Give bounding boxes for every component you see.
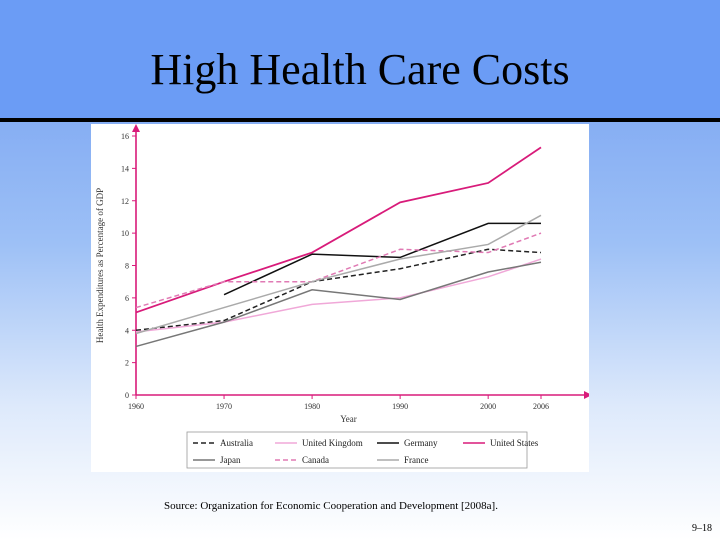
x-tick-label: 1970 (216, 402, 232, 411)
title-bar (0, 0, 720, 118)
legend-label-japan: Japan (220, 455, 241, 465)
slide-title: High Health Care Costs (150, 45, 570, 94)
y-tick-label: 0 (125, 391, 129, 400)
y-tick-label: 6 (125, 294, 129, 303)
y-tick-label: 10 (121, 229, 129, 238)
y-tick-label: 4 (125, 326, 129, 335)
x-axis-label: Year (340, 414, 357, 424)
legend-label-germany: Germany (404, 438, 438, 448)
source-citation: Source: Organization for Economic Cooper… (164, 500, 498, 512)
legend-label-united-kingdom: United Kingdom (302, 438, 363, 448)
x-tick-label: 2000 (480, 402, 496, 411)
y-axis-label: Health Expenditures as Percentage of GDP (95, 188, 105, 343)
line-chart: 0 2 4 6 8 10 12 14 16 1960 1970 1980 1990 2000 2006 Yea… (95, 124, 589, 469)
y-tick-label: 16 (121, 132, 129, 141)
y-axis-arrow (132, 124, 140, 132)
legend-label-canada: Canada (302, 455, 329, 465)
y-tick-label: 12 (121, 197, 129, 206)
series-line-france (135, 214, 542, 335)
x-tick-label: 1990 (392, 402, 408, 411)
page-number: 9–18 (692, 523, 712, 534)
series-line-germany (223, 222, 541, 296)
y-tick-label: 2 (125, 359, 129, 368)
legend-box (186, 431, 528, 469)
series-line-united-kingdom (135, 258, 542, 333)
series-line-australia (135, 248, 542, 331)
y-tick-label: 14 (121, 164, 129, 173)
legend-label-australia: Australia (220, 438, 253, 448)
y-tick-label: 8 (125, 262, 129, 271)
chart-panel: 0 2 4 6 8 10 12 14 16 1960 1970 1980 1990 2000 2006 Yea… (91, 124, 589, 472)
series-line-canada (135, 232, 542, 309)
series-line-united-states (135, 146, 542, 314)
title-divider (0, 118, 720, 122)
x-axis-arrow (584, 391, 589, 399)
x-tick-label: 1960 (128, 402, 144, 411)
x-tick-label: 2006 (533, 402, 549, 411)
legend-label-united-states: United States (490, 438, 539, 448)
series-line-japan (135, 261, 542, 348)
legend-label-france: France (404, 455, 429, 465)
x-tick-label: 1980 (304, 402, 320, 411)
